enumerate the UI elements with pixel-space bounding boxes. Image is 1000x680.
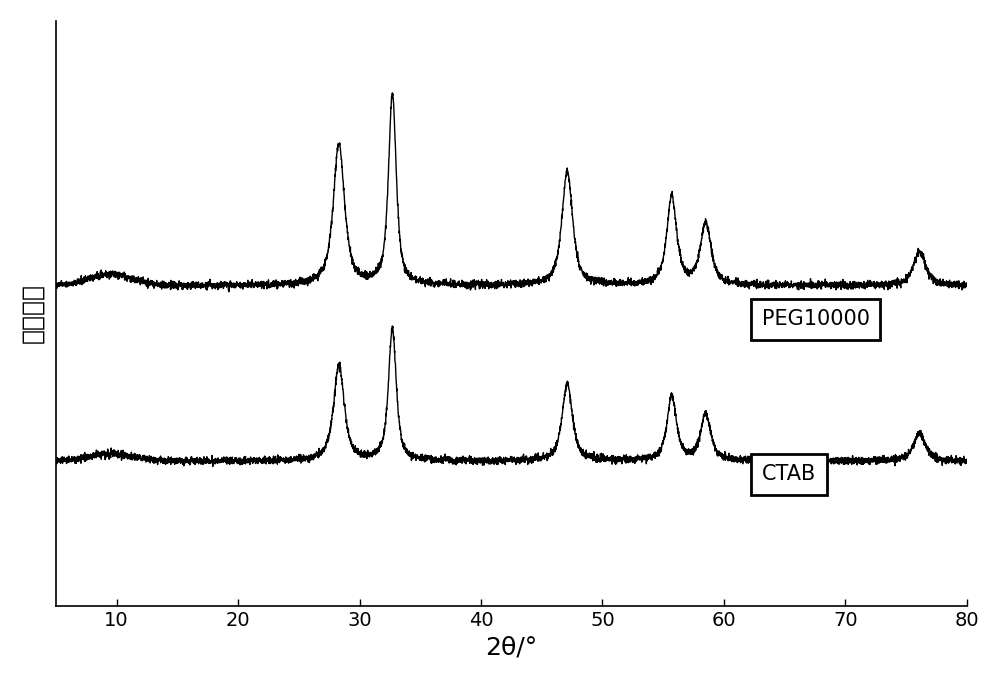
Text: CTAB: CTAB <box>762 464 816 484</box>
Y-axis label: 相对强度: 相对强度 <box>21 284 45 343</box>
X-axis label: 2θ/°: 2θ/° <box>485 635 538 659</box>
Text: PEG10000: PEG10000 <box>762 309 870 329</box>
